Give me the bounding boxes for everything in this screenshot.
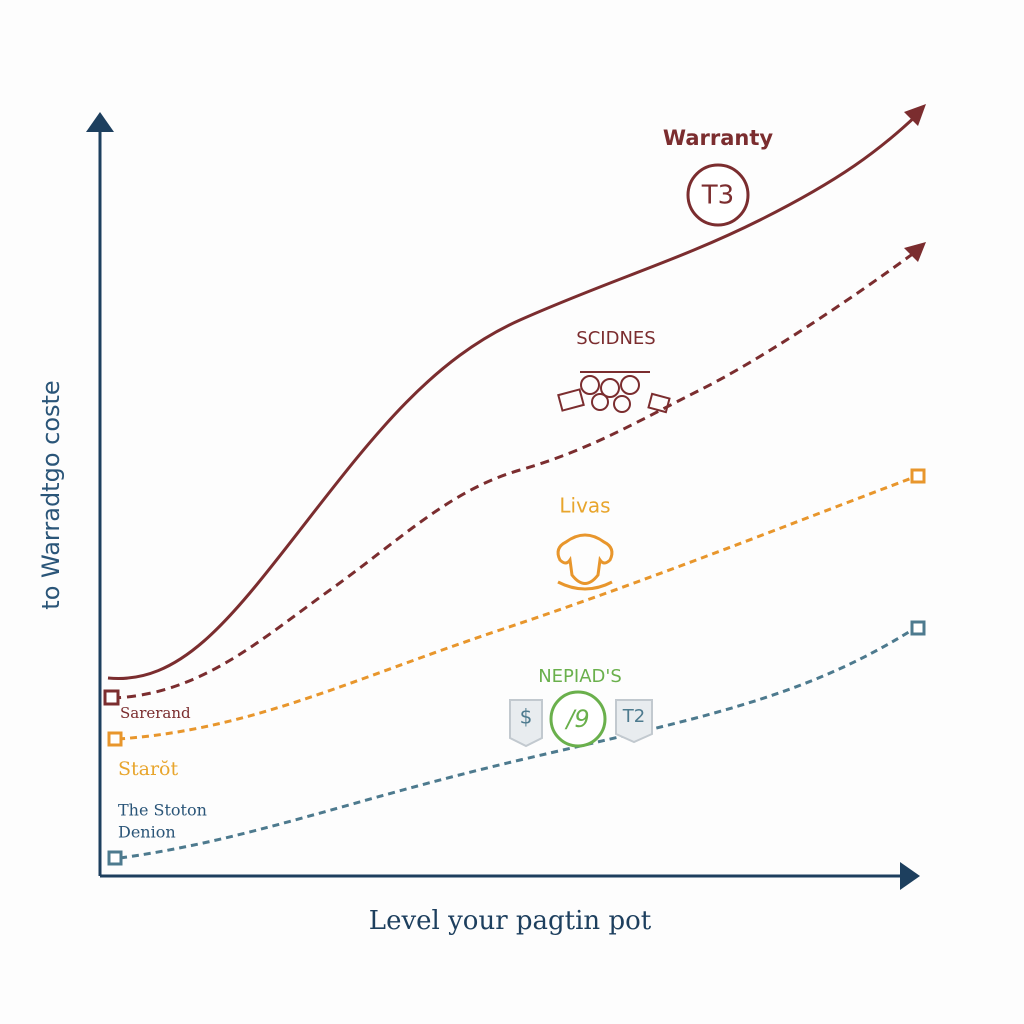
start-marker bbox=[107, 850, 123, 866]
x-axis-arrow bbox=[900, 862, 920, 890]
badge: T2 bbox=[622, 706, 645, 727]
livas-icon bbox=[556, 533, 614, 591]
scidnes-curve bbox=[111, 248, 919, 700]
badge-circle bbox=[686, 163, 750, 227]
curve-arrow bbox=[904, 242, 926, 262]
badge: $ bbox=[520, 705, 533, 729]
badge-shield bbox=[615, 699, 653, 744]
series-label: NEPIAD'S bbox=[538, 666, 622, 687]
start-label: The Stoton bbox=[118, 801, 207, 820]
y-axis-label: to Warradtgo coste bbox=[37, 380, 65, 609]
nepiads-curve bbox=[119, 628, 913, 860]
series-label: Livas bbox=[559, 494, 610, 518]
curve-arrow bbox=[904, 104, 926, 126]
series-label: Warranty bbox=[663, 126, 773, 150]
start-marker bbox=[103, 689, 120, 706]
end-marker bbox=[910, 620, 926, 636]
badge-shield bbox=[509, 699, 543, 748]
icon-cluster bbox=[557, 371, 671, 414]
end-marker bbox=[910, 468, 926, 484]
livas-curve bbox=[117, 476, 913, 741]
warranty-curve bbox=[107, 112, 920, 680]
badge: /9 bbox=[564, 705, 589, 733]
x-axis-label: Level your pagtin pot bbox=[369, 906, 652, 936]
badge: T3 bbox=[701, 181, 734, 211]
y-axis-arrow bbox=[86, 112, 114, 132]
start-label: Denion bbox=[118, 823, 176, 842]
badge-circle bbox=[549, 690, 607, 748]
series-label: SCIDNES bbox=[576, 328, 655, 349]
start-marker bbox=[107, 731, 123, 747]
start-label: Starŏt bbox=[118, 758, 179, 780]
start-label: Sarerand bbox=[120, 704, 191, 722]
